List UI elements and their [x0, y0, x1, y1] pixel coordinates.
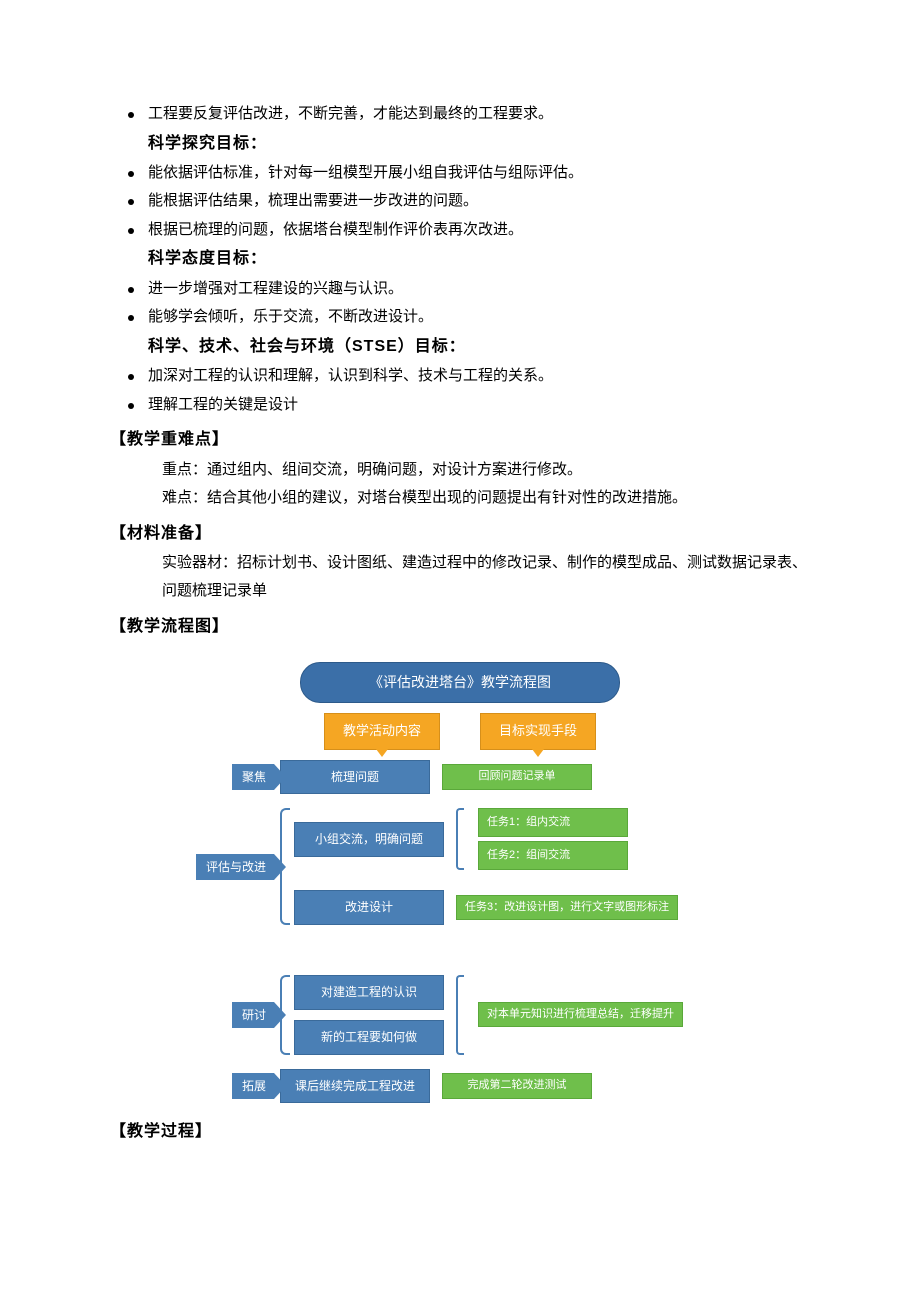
evaluate-green-1: 任务1：组内交流 [478, 808, 628, 837]
bracket-flowchart: 【教学流程图】 [110, 612, 810, 642]
bullet-text: 理解工程的关键是设计 [148, 391, 810, 420]
stage-label-discuss: 研讨 [232, 1002, 274, 1028]
section-title-stse: 科学、技术、社会与环境（STSE）目标： [148, 332, 810, 362]
focus-green-box: 回顾问题记录单 [442, 764, 592, 789]
extend-green: 完成第二轮改进测试 [442, 1073, 592, 1098]
bullet-text: 工程要反复评估改进，不断完善，才能达到最终的工程要求。 [148, 100, 810, 129]
bullet-text: 加深对工程的认识和理解，认识到科学、技术与工程的关系。 [148, 362, 810, 391]
focus-blue-box: 梳理问题 [280, 760, 430, 795]
bullet-dot [128, 228, 134, 234]
bullet-dot [128, 171, 134, 177]
difficulty-hard-text: 难点：结合其他小组的建议，对塔台模型出现的问题提出有针对性的改进措施。 [162, 489, 687, 506]
bracket-difficulty: 【教学重难点】 [110, 425, 810, 455]
evaluate-green-3: 任务3：改进设计图，进行文字或图形标注 [456, 895, 678, 920]
bullet-item: 进一步增强对工程建设的兴趣与认识。 [128, 275, 810, 304]
evaluate-green-2: 任务2：组间交流 [478, 841, 628, 870]
bullet-text: 能依据评估标准，针对每一组模型开展小组自我评估与组际评估。 [148, 159, 810, 188]
bullet-text: 能够学会倾听，乐于交流，不断改进设计。 [148, 303, 810, 332]
flowchart-stage-discuss: 研讨 对建造工程的认识 新的工程要如何做 对本单元知识进行梳理总结，迁移提升 [200, 975, 720, 1055]
flowchart-stage-evaluate: 评估与改进 小组交流，明确问题 任务1：组内交流 任务2：组间交流 改进设计 任… [200, 808, 720, 925]
flowchart-title: 《评估改进塔台》教学流程图 [300, 662, 620, 703]
discuss-blue-1: 对建造工程的认识 [294, 975, 444, 1010]
stage-label-extend: 拓展 [232, 1073, 274, 1099]
discuss-green: 对本单元知识进行梳理总结，迁移提升 [478, 1002, 683, 1027]
bracket-materials: 【材料准备】 [110, 519, 810, 549]
bullet-dot [128, 403, 134, 409]
stage-label-focus: 聚焦 [232, 764, 274, 790]
section-title-attitude: 科学态度目标： [148, 244, 810, 274]
bullet-dot [128, 287, 134, 293]
difficulty-hard-line1: 难点：结合其他小组的建议，对塔台模型出现的问题提出有针对性的改进措施。 [162, 484, 810, 513]
flowchart-col-left: 教学活动内容 [324, 713, 440, 750]
bracket-process: 【教学过程】 [110, 1117, 810, 1147]
bullet-dot [128, 112, 134, 118]
flowchart-stage-focus: 聚焦 梳理问题 回顾问题记录单 [200, 760, 720, 795]
bullet-item: 能够学会倾听，乐于交流，不断改进设计。 [128, 303, 810, 332]
flowchart-column-headers: 教学活动内容 目标实现手段 [200, 713, 720, 750]
discuss-blue-2: 新的工程要如何做 [294, 1020, 444, 1055]
bullet-dot [128, 315, 134, 321]
bullet-dot [128, 374, 134, 380]
bullet-text: 根据已梳理的问题，依据塔台模型制作评价表再次改进。 [148, 216, 810, 245]
section-title-inquiry: 科学探究目标： [148, 129, 810, 159]
evaluate-blue-1: 小组交流，明确问题 [294, 822, 444, 857]
bullet-item: 加深对工程的认识和理解，认识到科学、技术与工程的关系。 [128, 362, 810, 391]
bullet-item: 能根据评估结果，梳理出需要进一步改进的问题。 [128, 187, 810, 216]
evaluate-blue-2: 改进设计 [294, 890, 444, 925]
bullet-item: 能依据评估标准，针对每一组模型开展小组自我评估与组际评估。 [128, 159, 810, 188]
bullet-dot [128, 199, 134, 205]
materials-text: 实验器材：招标计划书、设计图纸、建造过程中的修改记录、制作的模型成品、测试数据记… [162, 549, 810, 606]
bullet-item: 工程要反复评估改进，不断完善，才能达到最终的工程要求。 [128, 100, 810, 129]
stage-label-evaluate: 评估与改进 [196, 854, 274, 880]
bullet-text: 进一步增强对工程建设的兴趣与认识。 [148, 275, 810, 304]
difficulty-focus: 重点：通过组内、组间交流，明确问题，对设计方案进行修改。 [162, 456, 810, 485]
bullet-item: 理解工程的关键是设计 [128, 391, 810, 420]
flowchart: 《评估改进塔台》教学流程图 教学活动内容 目标实现手段 聚焦 梳理问题 回顾问题… [200, 662, 720, 1103]
flowchart-col-right: 目标实现手段 [480, 713, 596, 750]
sub-bracket-icon [456, 975, 464, 1055]
sub-bracket-icon [456, 808, 464, 870]
bullet-text: 能根据评估结果，梳理出需要进一步改进的问题。 [148, 187, 810, 216]
flowchart-stage-extend: 拓展 课后继续完成工程改进 完成第二轮改进测试 [200, 1069, 720, 1104]
bullet-item: 根据已梳理的问题，依据塔台模型制作评价表再次改进。 [128, 216, 810, 245]
extend-blue: 课后继续完成工程改进 [280, 1069, 430, 1104]
